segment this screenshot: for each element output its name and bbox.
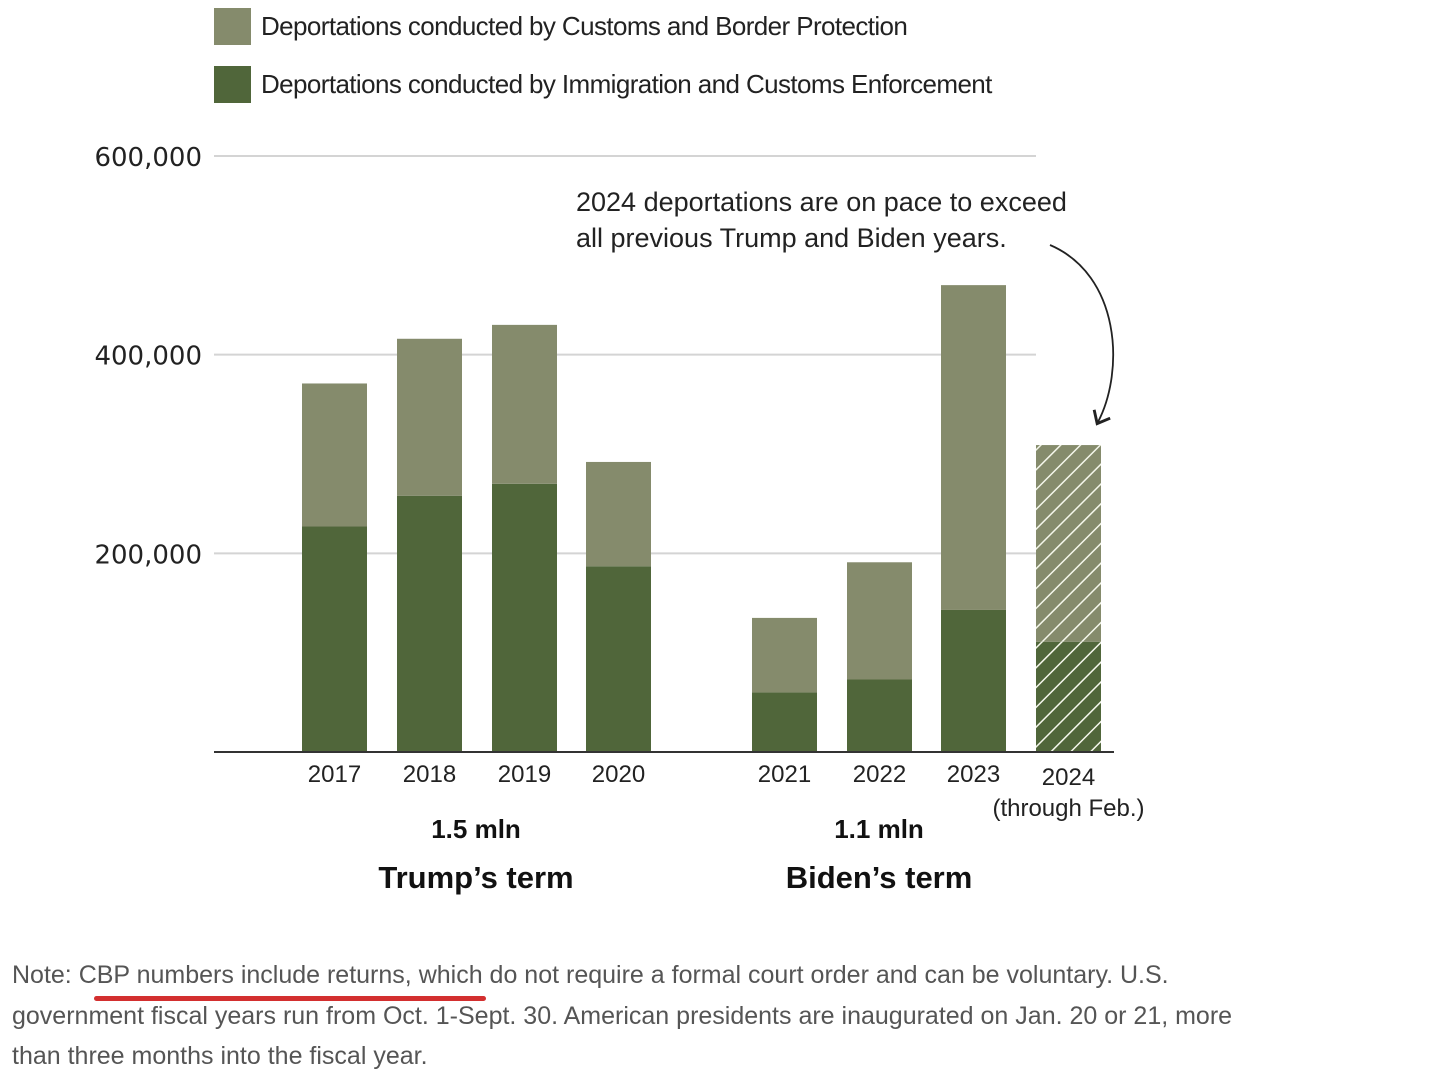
footnote-highlighted: CBP numbers include returns (78, 961, 405, 989)
footnote: Note: CBP numbers include returns, which… (12, 955, 1432, 1077)
x-tick-label: 2023 (947, 761, 1000, 788)
bar-segment-ice-2022 (847, 679, 912, 752)
y-tick-label: 200,000 (94, 540, 202, 570)
annotation-line-2: all previous Trump and Biden years. (576, 223, 1007, 253)
biden-term-label: Biden’s term (786, 860, 973, 895)
legend-item-ice: Deportations conducted by Immigration an… (214, 66, 992, 103)
bar-segment-ice-2020 (586, 566, 651, 752)
bar-hatch-2024 (1036, 641, 1101, 752)
x-axis-ticks: 2017 2018 2019 2020 2021 2022 2023 2024 (through… (308, 761, 1145, 822)
x-tick-label: 2017 (308, 761, 361, 788)
y-tick-label: 600,000 (94, 143, 202, 173)
bar-segment-cbp-2023 (941, 285, 1006, 610)
biden-term-total: 1.1 mln (834, 814, 924, 844)
x-tick-label: 2024 (1042, 764, 1095, 791)
bar-segment-cbp-2019 (492, 324, 557, 484)
bar-segment-ice-2021 (752, 692, 817, 752)
annotation-arrow-icon (1049, 244, 1115, 426)
legend-item-cbp: Deportations conducted by Customs and Bo… (214, 8, 908, 45)
legend-swatch-ice (214, 66, 251, 103)
bar-segment-cbp-2017 (302, 383, 367, 527)
bar-segment-cbp-2018 (397, 338, 462, 496)
bar-segment-cbp-2022 (847, 562, 912, 680)
bar-segment-ice-2018 (397, 495, 462, 752)
bar-segment-cbp-2020 (586, 461, 651, 567)
annotation-line-1: 2024 deportations are on pace to exceed (576, 187, 1067, 217)
x-tick-label: 2018 (403, 761, 456, 788)
y-tick-label: 400,000 (94, 342, 202, 372)
x-tick-label: 2022 (853, 761, 906, 788)
footnote-line-3: than three months into the fiscal year. (12, 1042, 428, 1070)
x-tick-label: 2020 (592, 761, 645, 788)
legend-swatch-cbp (214, 8, 251, 45)
legend-label-cbp: Deportations conducted by Customs and Bo… (261, 11, 908, 41)
trump-term-label: Trump’s term (378, 860, 573, 895)
footnote-prefix: Note: (12, 961, 79, 989)
x-tick-label: 2021 (758, 761, 811, 788)
footnote-line-1-rest: , which do not require a formal court or… (404, 961, 1169, 989)
footnote-line-2: government fiscal years run from Oct. 1-… (12, 1001, 1233, 1030)
legend-label-ice: Deportations conducted by Immigration an… (261, 69, 992, 99)
trump-term-total: 1.5 mln (431, 814, 521, 844)
bars (302, 285, 1101, 752)
red-underline-annotation (94, 996, 486, 1001)
footnote-line-1: Note: CBP numbers include returns, which… (12, 955, 1432, 996)
bar-segment-ice-2017 (302, 526, 367, 752)
bar-segment-ice-2023 (941, 609, 1006, 752)
bar-segment-ice-2019 (492, 483, 557, 752)
y-axis-ticks: 200,000 400,000 600,000 (94, 143, 202, 570)
bar-hatch-2024 (1036, 445, 1101, 642)
x-tick-sublabel: (through Feb.) (992, 795, 1144, 822)
x-tick-label: 2019 (498, 761, 551, 788)
bar-segment-cbp-2021 (752, 617, 817, 693)
